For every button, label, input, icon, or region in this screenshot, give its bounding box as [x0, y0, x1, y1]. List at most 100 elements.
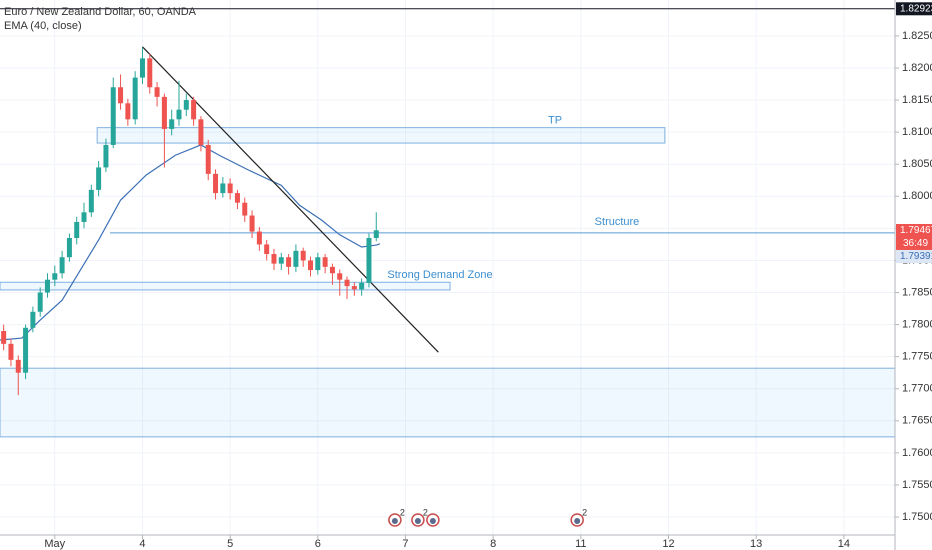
candle-body — [161, 96, 167, 129]
last-price-badge — [896, 223, 932, 237]
zone-label: Strong Demand Zone — [387, 269, 492, 281]
candle-body — [81, 212, 87, 222]
y-tick-label: 1.75500 — [902, 479, 932, 491]
candle-body — [110, 87, 116, 145]
candle-body — [278, 257, 284, 264]
x-tick-label: May — [44, 538, 65, 550]
candle-body — [359, 282, 365, 290]
candle-body — [234, 193, 240, 203]
y-tick-label: 1.80000 — [902, 190, 932, 202]
event-icon-core — [429, 518, 436, 524]
candle-body — [88, 189, 94, 213]
marks — [0, 46, 439, 396]
y-tick-label: 1.81500 — [902, 94, 932, 106]
candle-body — [66, 237, 72, 258]
candle-body — [344, 279, 350, 287]
structure-label: Structure — [595, 216, 640, 228]
candle-body — [373, 230, 379, 238]
candle-body — [271, 254, 277, 264]
candle-body — [37, 292, 43, 312]
candle-body — [191, 100, 197, 120]
candle-body — [300, 250, 306, 261]
candle-body — [139, 58, 145, 78]
candle-body — [147, 58, 153, 88]
candle-body — [183, 100, 189, 110]
x-tick-label: 14 — [838, 538, 850, 550]
candle-body — [256, 231, 262, 245]
top-line-badge — [896, 2, 932, 16]
candle-body — [329, 266, 335, 274]
indicator-label: EMA (40, close) — [4, 20, 82, 32]
zone — [0, 281, 451, 291]
y-tick-label: 1.76000 — [902, 447, 932, 459]
y-tick-label: 1.78500 — [902, 286, 932, 298]
zone-label: TP — [548, 115, 562, 127]
candle-body — [23, 327, 29, 373]
candle-body — [44, 279, 50, 293]
candle-body — [176, 109, 182, 120]
candle-body — [337, 273, 343, 280]
event-count: 2 — [423, 507, 428, 517]
zones: TP Strong Demand Zone Structure — [0, 8, 896, 438]
candle-body — [154, 87, 160, 97]
candle-body — [322, 257, 328, 267]
candle-body — [103, 144, 109, 168]
candle-body — [315, 257, 321, 271]
candle-body — [15, 359, 21, 373]
zone — [0, 367, 896, 438]
candle-body — [169, 119, 175, 129]
candle-body — [366, 237, 372, 283]
trendline — [142, 46, 439, 353]
zone — [96, 127, 666, 144]
ema-last-label: 1.79391 — [900, 251, 932, 262]
y-tick-label: 1.81000 — [902, 126, 932, 138]
y-tick-label: 1.75000 — [902, 511, 932, 523]
x-tick-label: 4 — [139, 538, 145, 550]
top-line-label: 1.82923 — [900, 3, 932, 14]
candle-body — [213, 173, 219, 194]
x-tick-label: 12 — [662, 538, 674, 550]
event-icon-core — [574, 518, 581, 524]
candle-body — [132, 77, 138, 120]
x-tick-label: 13 — [750, 538, 762, 550]
y-tick-label: 1.76500 — [902, 415, 932, 427]
last-price-label: 1.79467 — [900, 225, 932, 236]
candle-body — [1, 331, 7, 344]
ema-badge — [896, 249, 932, 263]
event-count: 2 — [400, 507, 405, 517]
candle-body — [96, 167, 102, 190]
y-tick-label: 1.78000 — [902, 318, 932, 330]
y-tick-label: 1.80500 — [902, 158, 932, 170]
candle-body — [8, 343, 14, 360]
y-tick-label: 1.82500 — [902, 30, 932, 42]
candle-body — [264, 244, 270, 255]
x-tick-label: 6 — [315, 538, 321, 550]
candle-body — [242, 202, 248, 216]
candle-body — [293, 250, 299, 267]
x-tick-label: 8 — [490, 538, 496, 550]
axes — [0, 0, 896, 550]
y-tick-label: 1.77500 — [902, 351, 932, 363]
countdown-label: 36:49 — [903, 238, 928, 249]
countdown-badge — [896, 236, 932, 250]
candle-body — [125, 103, 131, 120]
candle-body — [59, 257, 65, 274]
candle-body — [118, 87, 124, 104]
candle-body — [308, 260, 314, 271]
y-tick-label: 1.77000 — [902, 383, 932, 395]
candle-body — [227, 183, 233, 194]
candle-body — [205, 144, 211, 174]
event-icon-core — [414, 518, 421, 524]
event-count: 2 — [582, 507, 587, 517]
candle-body — [249, 215, 255, 232]
grid — [0, 0, 895, 535]
x-tick-label: 11 — [575, 538, 586, 550]
candle-body — [74, 221, 80, 238]
candle-body — [198, 119, 204, 145]
x-tick-label: 7 — [402, 538, 408, 550]
candle-body — [351, 286, 357, 290]
event-icon-core — [391, 518, 398, 524]
candle-body — [52, 273, 58, 280]
candle-body — [286, 257, 292, 267]
